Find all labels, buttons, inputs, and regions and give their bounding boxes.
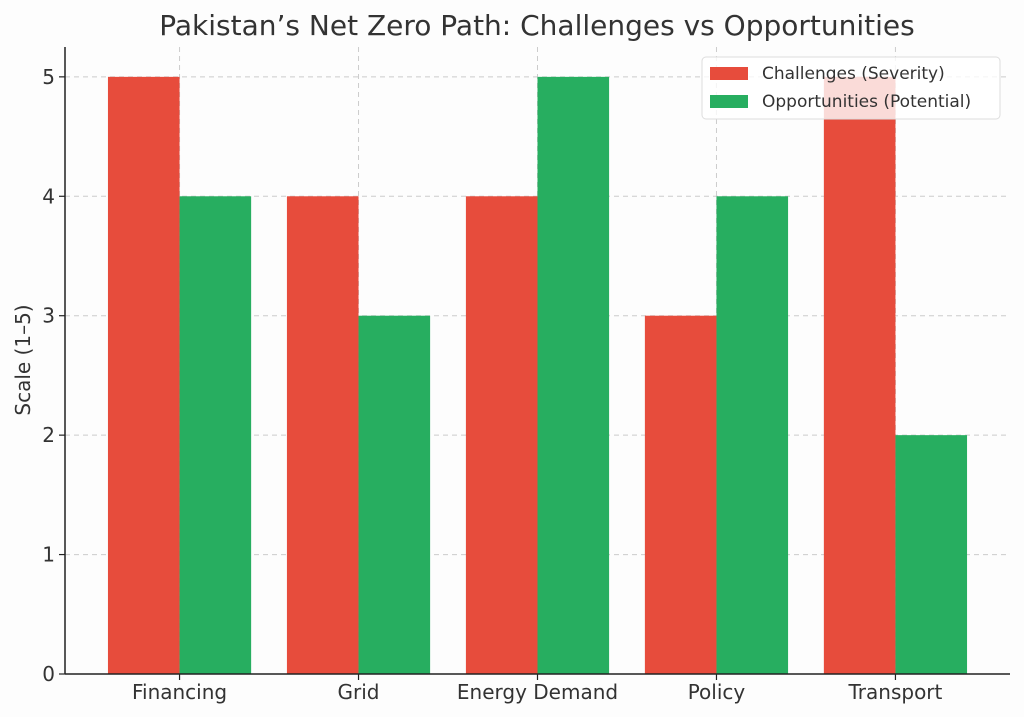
bar-opportunities [537, 76, 610, 675]
legend-box [701, 56, 1001, 120]
bar-challenges [107, 76, 180, 675]
x-tick-label: Financing [132, 680, 227, 704]
bar-opportunities [358, 315, 431, 674]
bar-opportunities [716, 196, 789, 675]
legend-swatch [710, 67, 748, 80]
legend-swatch [710, 95, 748, 108]
y-tick-label: 2 [42, 423, 55, 447]
bar-challenges [823, 76, 896, 675]
x-tick-label: Energy Demand [457, 680, 618, 704]
y-tick-label: 5 [42, 65, 55, 89]
bar-challenges [644, 315, 717, 674]
bars [107, 76, 968, 675]
y-tick-label: 0 [42, 662, 55, 686]
y-tick-label: 1 [42, 543, 55, 567]
y-axis-label: Scale (1–5) [11, 304, 35, 415]
y-tick-label: 3 [42, 304, 55, 328]
legend-label: Opportunities (Potential) [762, 92, 971, 112]
bar-opportunities [179, 196, 252, 675]
x-tick-label: Policy [688, 680, 746, 704]
x-tick-label: Transport [848, 680, 943, 704]
bar-opportunities [895, 435, 968, 674]
x-tick-label: Grid [338, 680, 380, 704]
bar-challenges [465, 196, 538, 675]
axes: 0 1 2 3 4 5 Financing Grid Energy Demand Policy Tr… [42, 47, 1010, 704]
chart-title: Pakistan’s Net Zero Path: Challenges vs … [159, 9, 914, 42]
legend-label: Challenges (Severity) [762, 64, 945, 84]
bar-challenges [286, 196, 359, 675]
legend: Challenges (Severity) Opportunities (Pote… [701, 56, 1001, 120]
y-tick-label: 4 [42, 184, 55, 208]
